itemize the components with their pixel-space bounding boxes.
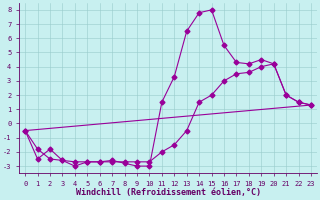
X-axis label: Windchill (Refroidissement éolien,°C): Windchill (Refroidissement éolien,°C) [76, 188, 260, 197]
